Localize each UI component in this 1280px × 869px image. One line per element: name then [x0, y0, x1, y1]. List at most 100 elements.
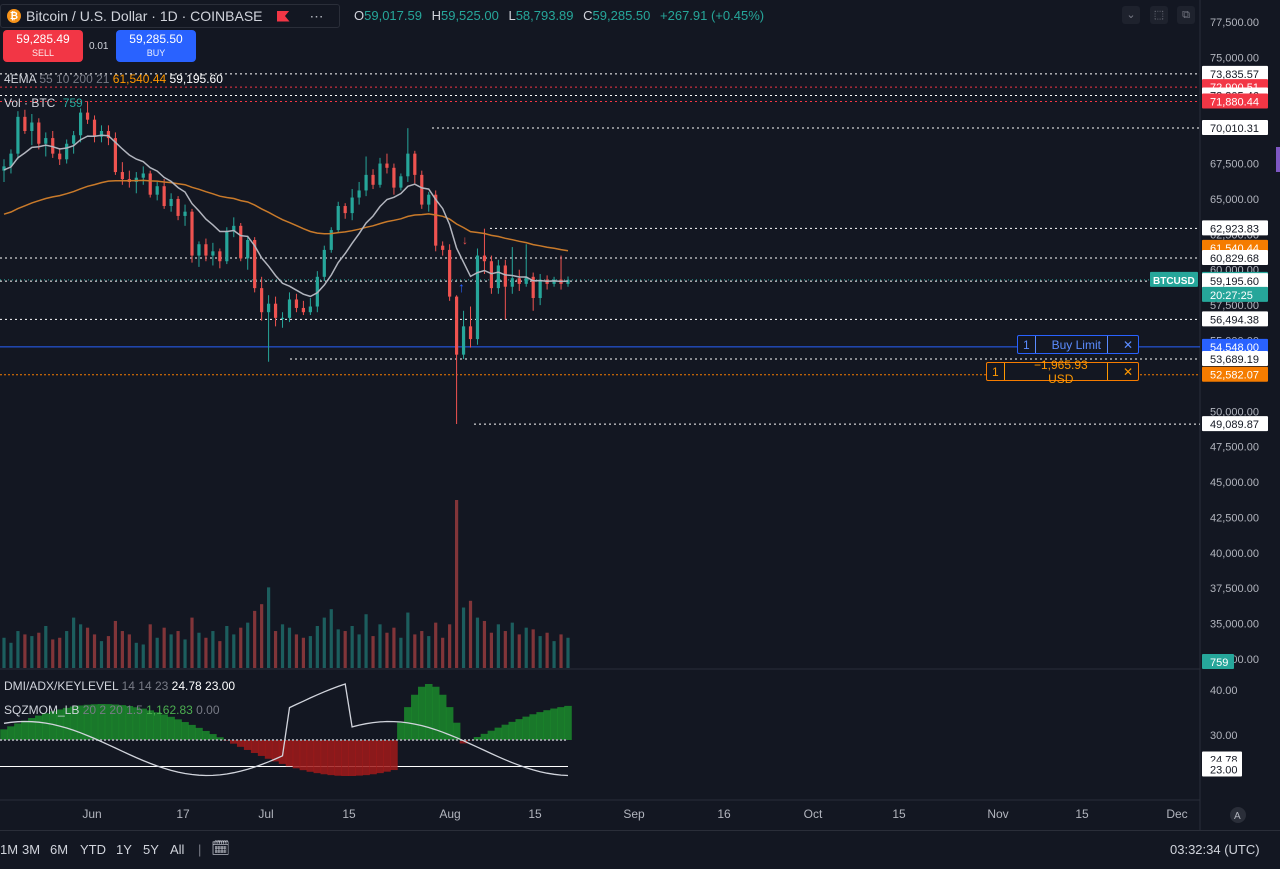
candle-body [134, 177, 138, 182]
candle-body [336, 206, 340, 231]
symbol-header[interactable]: ₿ Bitcoin / U.S. Dollar · 1D · COINBASE … [0, 4, 340, 28]
ema-params: 55 10 200 21 [39, 72, 110, 86]
candle-body [72, 135, 76, 144]
volume-bar [406, 612, 410, 668]
range-all[interactable]: All [170, 842, 185, 857]
volume-bar [371, 636, 375, 668]
candle-body [517, 278, 521, 284]
flag-icon[interactable] [276, 10, 290, 22]
y-tick-label: 35,000.00 [1210, 619, 1259, 631]
candle-body [468, 326, 473, 340]
price-label: 71,880.44 [1210, 97, 1259, 109]
candle-body [427, 194, 431, 205]
candle-body [322, 249, 326, 277]
sqz-name: SQZMOM_LB [4, 703, 80, 717]
volume-bar [294, 634, 299, 668]
buy-limit-qty: 1 [1023, 337, 1030, 352]
countdown-label-bg [1202, 286, 1268, 302]
price-label-bg [1202, 416, 1268, 432]
volume-bar [280, 624, 285, 668]
price-label-bg [1202, 249, 1268, 265]
utc-clock[interactable]: 03:32:34 (UTC) [1170, 842, 1260, 857]
buy-button[interactable]: 59,285.50 BUY [116, 30, 196, 62]
volume-bar [169, 634, 173, 668]
range-6m[interactable]: 6M [50, 842, 69, 857]
ema-legend[interactable]: 4EMA 55 10 200 21 61,540.44 59,195.60 [4, 72, 223, 86]
candle-body [58, 153, 62, 160]
volume-bar [517, 634, 521, 668]
x-tick-label: 15 [342, 807, 356, 821]
candle-body [287, 299, 292, 318]
volume-bar [183, 639, 187, 668]
candle-body [448, 249, 452, 297]
candle-body [413, 153, 417, 175]
range-1y[interactable]: 1Y [116, 842, 132, 857]
candle-body [169, 198, 173, 207]
volume-bar [211, 631, 215, 668]
y-tick-label: 77,500.00 [1210, 17, 1259, 29]
volume-bar [392, 627, 396, 668]
volume-bar [399, 637, 403, 668]
buy-limit-label: Buy Limit [1051, 337, 1101, 352]
volume-bar [266, 587, 271, 668]
maximize-icon[interactable]: ⬚ [1150, 6, 1168, 24]
dmi-legend[interactable]: DMI/ADX/KEYLEVEL 14 14 23 24.78 23.00 [4, 679, 235, 693]
position-close-icon[interactable]: ✕ [1122, 364, 1133, 379]
buy-signal-arrow: ↑ [458, 279, 465, 295]
volume-legend[interactable]: Vol · BTC 759 [4, 96, 83, 110]
volume-bar [9, 642, 13, 668]
volume-bar [99, 641, 104, 668]
buy-label: BUY [146, 48, 166, 58]
restore-icon[interactable]: ⧉ [1177, 6, 1195, 24]
range-3m[interactable]: 3M [22, 842, 41, 857]
calendar-icon[interactable]: 🗓 [211, 840, 231, 857]
keylevel-value-label-bg [1202, 761, 1242, 777]
candle-body [524, 276, 528, 284]
volume-bar [322, 617, 326, 668]
collapse-icon[interactable]: ⌄ [1122, 6, 1140, 24]
volume-bar [65, 631, 69, 668]
volume-bar [2, 637, 6, 668]
volume-bar [113, 620, 118, 668]
price-label: 49,089.87 [1210, 419, 1259, 431]
candle-body [23, 116, 27, 131]
x-tick-label: Nov [987, 807, 1008, 821]
candle-body [496, 265, 500, 289]
price-label: 62,923.83 [1210, 223, 1259, 235]
volume-bar [301, 637, 306, 668]
candle-body [155, 186, 159, 195]
symbol-title[interactable]: Bitcoin / U.S. Dollar · 1D · COINBASE [26, 8, 263, 24]
range-5y[interactable]: 5Y [143, 842, 159, 857]
ema-name: 4EMA [4, 72, 37, 86]
volume-bar [385, 632, 389, 668]
candle-body [538, 279, 542, 299]
position-line[interactable]: 1 −1,965.93 USD ✕ [986, 358, 1139, 386]
candle-body [120, 172, 124, 180]
sqzmom-legend[interactable]: SQZMOM_LB 20 2 20 1.5 1,162.83 0.00 [4, 703, 220, 717]
candle-body [441, 245, 445, 250]
range-1m[interactable]: 1M [0, 842, 19, 857]
candle-body [260, 288, 264, 313]
price-label-bg [1202, 93, 1268, 109]
y-tick-label: 45,000.00 [1210, 477, 1259, 489]
range-ytd[interactable]: YTD [80, 842, 106, 857]
candle-body [92, 119, 97, 137]
candle-body [378, 163, 382, 185]
candle-body [30, 122, 34, 131]
candle-body [399, 176, 403, 188]
sell-button[interactable]: 59,285.49 SELL [3, 30, 83, 62]
open-value: 59,017.59 [364, 8, 422, 23]
volume-bar [197, 632, 201, 668]
volume-bar [461, 607, 466, 668]
buy-limit-order[interactable]: 1 Buy Limit ✕ [1017, 335, 1139, 354]
volume-bar [343, 631, 347, 668]
volume-bar [239, 627, 243, 668]
ema-fast-line [3, 134, 569, 298]
position-qty: 1 [992, 364, 999, 379]
buy-limit-close-icon[interactable]: ✕ [1122, 337, 1133, 352]
more-options-icon[interactable]: ⋯ [309, 7, 325, 24]
x-tick-label: 15 [1075, 807, 1089, 821]
bottom-toolbar: 1M 3M 6M YTD 1Y 5Y All | 🗓 03:32:34 (UTC… [0, 830, 1280, 869]
candle-body [246, 239, 250, 259]
